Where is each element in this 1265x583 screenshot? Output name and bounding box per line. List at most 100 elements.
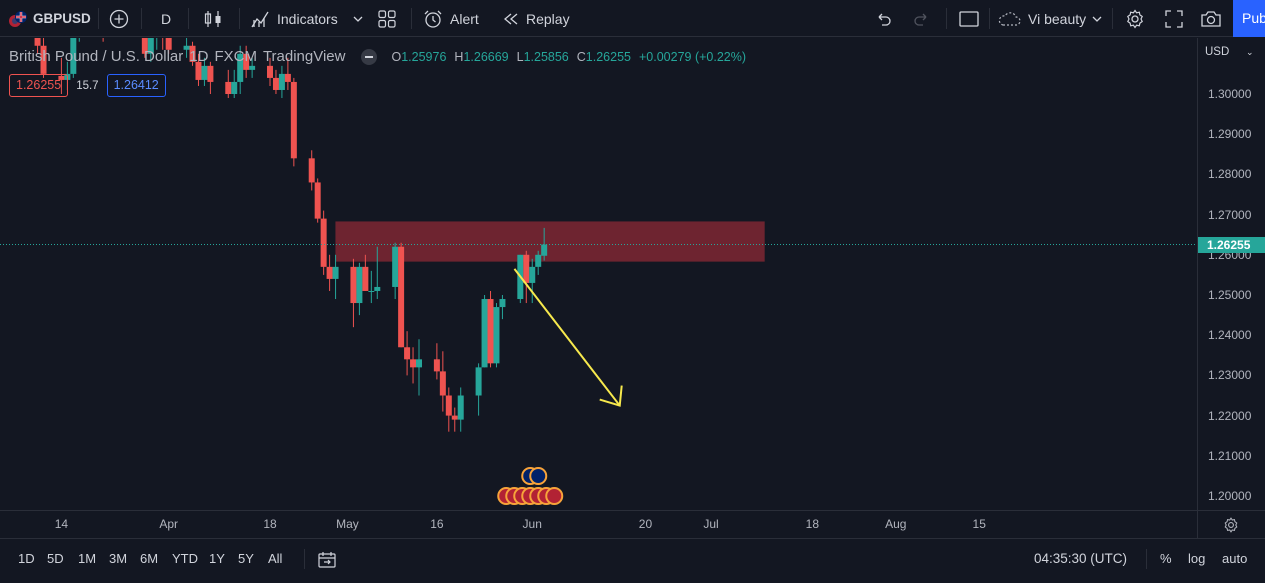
auto-scale-toggle[interactable]: auto (1222, 551, 1248, 566)
chevron-down-icon (353, 16, 363, 22)
range-button-3m[interactable]: 3M (109, 551, 128, 566)
range-button-5d[interactable]: 5D (47, 551, 64, 566)
toolbar-divider (1146, 549, 1147, 569)
candle-body (70, 38, 77, 74)
candle-body (314, 182, 321, 219)
interval-button[interactable]: D (161, 0, 171, 37)
price-tick-label: 1.30000 (1208, 87, 1252, 101)
sell-button[interactable]: 1.26255 (9, 74, 69, 97)
candle-body (523, 254, 530, 283)
range-button-all[interactable]: All (268, 551, 283, 566)
snapshot-button[interactable] (1200, 0, 1222, 37)
candlestick-chart (0, 38, 1197, 505)
time-axis[interactable]: 14 Apr 18 May 16 Jun 20 Jul 18 Aug 15 (0, 510, 1197, 538)
indicators-icon (251, 11, 269, 27)
candle-body (272, 77, 279, 90)
settings-button[interactable] (1125, 0, 1145, 37)
range-button-1d[interactable]: 1D (18, 551, 35, 566)
candle-body (141, 38, 148, 54)
percent-scale-toggle[interactable]: % (1160, 551, 1172, 566)
chart-type-button[interactable] (203, 0, 223, 37)
layout-menu-button[interactable] (1091, 0, 1103, 37)
candle-body (332, 266, 339, 279)
range-button-ytd[interactable]: YTD (172, 551, 198, 566)
candle-body (368, 290, 375, 292)
gear-icon (1127, 8, 1143, 29)
fullscreen-button[interactable] (1164, 0, 1184, 37)
legend-interval: 1D (189, 48, 209, 65)
price-tick-label: 1.22000 (1208, 408, 1252, 423)
goto-date-button[interactable] (317, 539, 337, 579)
chevron-down-icon (1092, 16, 1102, 22)
publish-button[interactable]: Publish (1233, 0, 1265, 37)
undo-button[interactable] (874, 0, 892, 37)
price-axis[interactable]: USD ⌄ 1.30000 1.29000 1.28000 1.27000 1.2600… (1197, 38, 1265, 510)
candle-body (356, 266, 363, 304)
interval-label: D (161, 10, 172, 27)
redo-button[interactable] (913, 0, 931, 37)
symbol-search-button[interactable]: GBPUSD (8, 0, 91, 37)
grid-icon (378, 9, 396, 28)
time-tick-label: Aug (885, 517, 907, 531)
calendar-goto-icon (318, 551, 336, 568)
hide-legend-toggle[interactable] (361, 48, 378, 65)
compare-symbol-button[interactable] (109, 0, 129, 37)
price-change: +0.00279 (+0.22%) (638, 49, 747, 64)
time-tick-label: 18 (805, 517, 820, 531)
saved-layout-button[interactable]: Vi beauty (996, 0, 1086, 37)
replay-button[interactable]: Replay (502, 0, 570, 37)
price-tick-label: 1.24000 (1208, 328, 1252, 343)
buy-button[interactable]: 1.26412 (106, 74, 166, 97)
range-button-1m[interactable]: 1M (78, 551, 97, 566)
candle-body (326, 266, 333, 279)
candle-body (189, 45, 196, 62)
time-tick-label: Jul (703, 517, 719, 531)
utc-clock[interactable]: 04:35:30 (UTC) (1034, 551, 1128, 566)
low-value: 1.25856 (523, 49, 569, 64)
templates-button[interactable] (377, 0, 397, 37)
price-tick-label: 1.27000 (1208, 207, 1252, 222)
range-button-5y[interactable]: 5Y (238, 551, 254, 566)
range-button-6m[interactable]: 6M (140, 551, 159, 566)
economic-events-markers[interactable] (497, 467, 564, 505)
single-layout-icon (959, 10, 979, 27)
uk-flag-event-icon[interactable] (529, 467, 548, 485)
cloud-icon (998, 11, 1021, 26)
currency-label[interactable]: USD (1205, 46, 1230, 58)
candle-body (374, 286, 381, 291)
candle-body (499, 299, 506, 308)
symbol-legend: British Pound / U.S. Dollar 1D FXCM Trad… (9, 48, 746, 65)
indicators-button[interactable]: Indicators (250, 0, 338, 37)
forecast-arrow-head (599, 385, 623, 407)
alert-button[interactable]: Alert (423, 0, 479, 37)
candle-body (404, 347, 411, 360)
log-scale-toggle[interactable]: log (1188, 551, 1206, 566)
chevron-down-icon[interactable]: ⌄ (1246, 47, 1254, 57)
chart-pane[interactable]: British Pound / U.S. Dollar 1D FXCM Trad… (0, 38, 1197, 510)
close-label: C (576, 49, 586, 64)
alert-label: Alert (450, 10, 479, 27)
toolbar-divider (239, 8, 240, 29)
axis-settings-corner[interactable] (1197, 510, 1265, 538)
replay-label: Replay (526, 10, 570, 27)
us-flag-event-icon[interactable] (545, 487, 564, 505)
candle-body (165, 38, 172, 50)
candle-body (308, 158, 315, 183)
indicators-menu-button[interactable] (352, 0, 364, 37)
top-toolbar: GBPUSD D Indicators Alert Replay (0, 0, 1265, 37)
resistance-zone (335, 221, 765, 262)
close-value: 1.26255 (585, 49, 631, 64)
candle-body (457, 395, 464, 420)
time-tick-label: Jun (522, 517, 542, 531)
rewind-icon (503, 13, 518, 24)
forecast-arrow-shaft (513, 268, 621, 407)
range-button-1y[interactable]: 1Y (209, 551, 225, 566)
symbol-name: British Pound / U.S. Dollar (9, 48, 184, 65)
candle-body (416, 359, 422, 368)
candle-body (231, 81, 238, 94)
layout-select-button[interactable] (958, 0, 980, 37)
time-tick-label: May (336, 517, 359, 531)
last-price-label: 1.26255 (1198, 236, 1265, 253)
ohlc-low: L1.25856 (517, 50, 569, 64)
candle-body (445, 395, 452, 416)
